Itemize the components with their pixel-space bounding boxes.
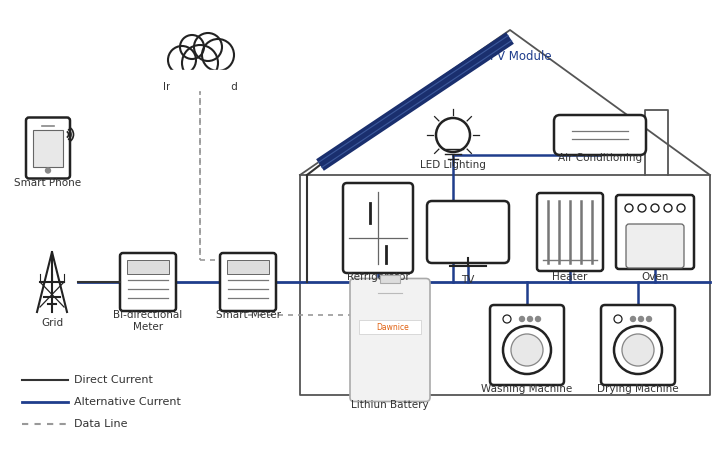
Circle shape <box>194 33 222 61</box>
Text: Bi-directional
Meter: Bi-directional Meter <box>113 310 183 332</box>
Text: Drying Machine: Drying Machine <box>597 384 679 394</box>
Text: Washing Machine: Washing Machine <box>482 384 572 394</box>
FancyBboxPatch shape <box>616 195 694 269</box>
Text: Heater: Heater <box>552 272 588 282</box>
FancyBboxPatch shape <box>343 183 413 273</box>
Circle shape <box>511 334 543 366</box>
Circle shape <box>677 204 685 212</box>
Circle shape <box>614 315 622 323</box>
Bar <box>380 275 400 282</box>
Text: TV: TV <box>462 275 474 285</box>
Circle shape <box>520 316 524 321</box>
FancyBboxPatch shape <box>220 253 276 311</box>
FancyBboxPatch shape <box>490 305 564 385</box>
Bar <box>359 320 421 334</box>
Text: Oven: Oven <box>642 272 669 282</box>
Circle shape <box>638 204 646 212</box>
Circle shape <box>651 204 659 212</box>
Circle shape <box>622 334 654 366</box>
FancyBboxPatch shape <box>601 305 675 385</box>
Text: Alternative Current: Alternative Current <box>74 397 181 407</box>
Circle shape <box>614 326 662 374</box>
Text: Dawnice: Dawnice <box>377 322 410 331</box>
Text: Smart Phone: Smart Phone <box>14 178 81 188</box>
Circle shape <box>45 168 50 173</box>
FancyBboxPatch shape <box>427 201 509 263</box>
Text: Refrigerator: Refrigerator <box>346 272 410 282</box>
Bar <box>227 260 269 274</box>
FancyBboxPatch shape <box>350 278 430 401</box>
Bar <box>127 260 169 274</box>
FancyBboxPatch shape <box>626 224 684 268</box>
Text: Internet Cloud: Internet Cloud <box>163 82 238 92</box>
FancyBboxPatch shape <box>537 193 603 271</box>
FancyBboxPatch shape <box>120 253 176 311</box>
FancyBboxPatch shape <box>554 115 646 155</box>
Circle shape <box>639 316 644 321</box>
Circle shape <box>168 46 196 74</box>
Text: Lithiun Battery: Lithiun Battery <box>351 400 429 410</box>
Circle shape <box>647 316 652 321</box>
Text: Grid: Grid <box>41 318 63 328</box>
Circle shape <box>625 204 633 212</box>
Circle shape <box>664 204 672 212</box>
Circle shape <box>503 315 511 323</box>
Circle shape <box>503 326 551 374</box>
Text: Direct Current: Direct Current <box>74 375 153 385</box>
Text: PV Module: PV Module <box>490 50 552 63</box>
Circle shape <box>631 316 636 321</box>
Text: Data Line: Data Line <box>74 419 127 429</box>
Text: Smart Meter: Smart Meter <box>215 310 281 320</box>
Circle shape <box>180 35 204 59</box>
Circle shape <box>528 316 533 321</box>
FancyBboxPatch shape <box>26 118 70 178</box>
Circle shape <box>202 39 234 71</box>
Circle shape <box>436 118 470 152</box>
Text: LED Lighting: LED Lighting <box>420 160 486 170</box>
Circle shape <box>182 45 218 81</box>
Circle shape <box>536 316 541 321</box>
Bar <box>170 70 230 90</box>
Text: Air Conditioning: Air Conditioning <box>558 153 642 163</box>
Bar <box>33 129 63 167</box>
